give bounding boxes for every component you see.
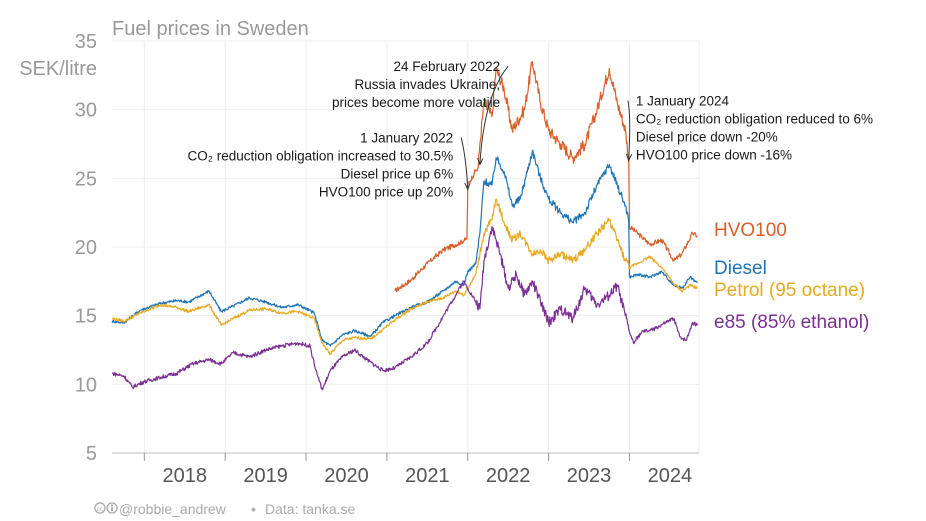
annotation-line: prices become more volatile (332, 95, 500, 110)
annotation-arrow (460, 137, 469, 190)
credit-author: @robbie_andrew (119, 501, 227, 517)
legend-label: Petrol (95 octane) (714, 280, 865, 301)
credit: cc @robbie_andrew • Data: tanka.se (94, 501, 355, 517)
x-tick-label: 2024 (648, 465, 693, 487)
cc-icon (94, 502, 106, 514)
y-tick-label: 20 (75, 237, 97, 259)
annotation-3: 1 January 2024 CO₂ reduction obligation r… (625, 94, 873, 163)
legend-label: HVO100 (714, 220, 787, 241)
annotation-line: Diesel price up 6% (341, 167, 454, 182)
by-icon-body (111, 507, 113, 512)
annotation-arrow (627, 100, 631, 161)
annotation-line: CO₂ reduction obligation increased to 30… (188, 149, 454, 164)
annotation-line: Diesel price down -20% (636, 130, 778, 145)
gridlines (112, 40, 700, 453)
y-tick-label: 35 (75, 31, 97, 53)
y-axis-unit: SEK/litre (19, 58, 97, 80)
series-line-e85 (111, 225, 698, 391)
annotation-line: 1 January 2022 (360, 131, 453, 146)
legend-label: e85 (85% ethanol) (714, 312, 869, 333)
annotation-line: Russia invades Ukraine, (355, 77, 501, 92)
y-tick-label: 30 (75, 100, 97, 122)
series-lines (111, 61, 698, 391)
annotation-line: HVO100 price up 20% (319, 185, 453, 200)
x-tick-label: 2022 (486, 465, 531, 487)
y-tick-label: 15 (75, 306, 97, 328)
annotation-2: 1 January 2022 CO₂ reduction obligation i… (188, 131, 471, 200)
series-line-petrol (111, 198, 698, 356)
axes: 5 10 15 20 25 30 35 2018 2019 2020 2021 2022 2023 202… (75, 31, 699, 487)
credit-separator: • (251, 501, 256, 517)
cc-icon-glyph: cc (97, 507, 103, 513)
y-tick-label: 5 (86, 443, 97, 465)
chart-title: Fuel prices in Sweden (112, 18, 309, 40)
legend-label: Diesel (714, 258, 767, 279)
x-tick-label: 2021 (405, 465, 450, 487)
credit-source: Data: tanka.se (265, 501, 355, 517)
annotation-line: 1 January 2024 (636, 94, 730, 109)
x-tick-label: 2023 (567, 465, 612, 487)
annotation-arrow (479, 65, 509, 165)
annotation-line: HVO100 price down -16% (636, 148, 792, 163)
y-tick-label: 10 (75, 374, 97, 396)
y-tick-label: 25 (75, 168, 97, 190)
annotation-line: CO₂ reduction obligation reduced to 6% (636, 112, 873, 127)
annotations: 24 February 2022 Russia invades Ukraine, p… (188, 59, 874, 199)
by-icon-head (110, 504, 114, 507)
annotation-arrowhead (477, 157, 484, 166)
annotation-arrowhead (464, 182, 471, 191)
annotation-line: 24 February 2022 (394, 59, 501, 74)
x-tick-label: 2018 (163, 465, 208, 487)
x-tick-label: 2019 (243, 465, 288, 487)
series-line-hvo100 (394, 61, 698, 293)
series-line-diesel (111, 149, 698, 347)
x-tick-label: 2020 (324, 465, 369, 487)
by-icon (106, 502, 118, 514)
annotation-1: 24 February 2022 Russia invades Ukraine, p… (332, 59, 509, 166)
annotation-arrowhead (625, 153, 633, 162)
